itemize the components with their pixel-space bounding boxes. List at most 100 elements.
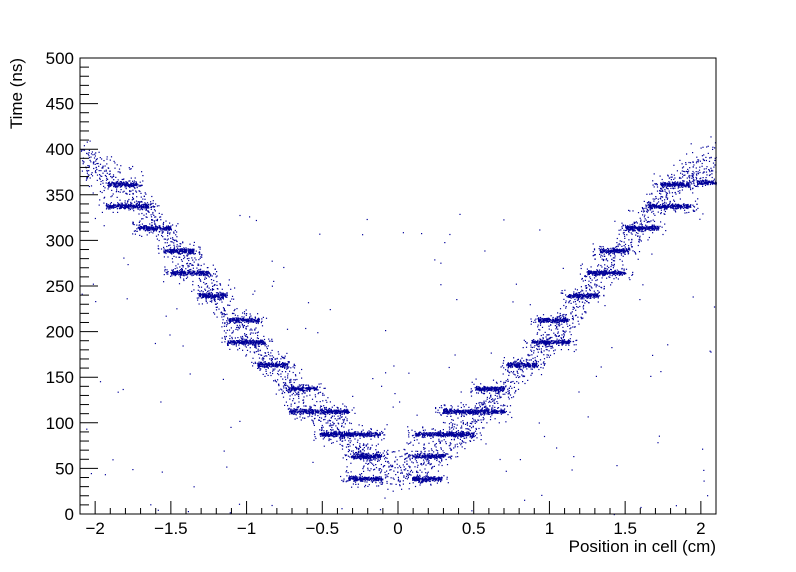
data-point <box>431 479 433 482</box>
data-point <box>120 185 122 187</box>
data-point <box>213 299 215 301</box>
data-point <box>172 250 174 252</box>
data-point <box>221 293 223 296</box>
data-point <box>326 411 328 413</box>
data-point <box>438 476 441 479</box>
data-point <box>215 295 217 297</box>
data-point <box>272 364 274 366</box>
data-point <box>300 408 302 410</box>
data-point <box>381 483 383 485</box>
data-point <box>333 409 335 411</box>
data-point <box>203 295 205 297</box>
data-point <box>347 430 350 432</box>
data-point <box>360 459 362 461</box>
data-point <box>428 477 430 479</box>
data-point <box>415 432 418 434</box>
data-point <box>259 342 261 344</box>
data-point <box>282 382 285 384</box>
data-point <box>230 318 232 320</box>
data-point <box>229 338 231 340</box>
data-point <box>195 274 198 276</box>
data-point <box>437 479 439 481</box>
data-point <box>169 226 171 228</box>
data-point <box>306 390 308 392</box>
data-point <box>123 207 125 209</box>
data-point <box>350 476 352 478</box>
data-point <box>251 317 253 320</box>
data-point <box>235 319 237 321</box>
data-point <box>207 273 209 275</box>
data-point <box>348 411 351 413</box>
data-point <box>130 204 132 206</box>
data-point <box>352 432 354 434</box>
data-point <box>235 342 237 345</box>
data-point <box>303 411 305 413</box>
data-point <box>192 270 194 272</box>
data-point <box>305 387 307 389</box>
data-point <box>147 226 149 229</box>
data-point <box>320 435 322 437</box>
data-point <box>466 434 468 436</box>
data-point <box>435 454 438 456</box>
data-point <box>332 433 334 435</box>
data-point <box>287 405 289 407</box>
data-point <box>224 322 226 324</box>
data-point <box>195 250 197 252</box>
data-point <box>172 269 174 271</box>
data-point <box>331 406 333 408</box>
data-point <box>183 278 185 280</box>
data-point <box>438 454 440 456</box>
data-point <box>153 209 156 211</box>
data-point <box>261 343 263 345</box>
data-point <box>435 457 437 459</box>
data-point <box>415 434 417 436</box>
data-point <box>469 440 471 442</box>
data-point <box>428 434 430 436</box>
data-point <box>439 479 442 481</box>
data-point <box>449 457 452 459</box>
data-point <box>493 409 495 411</box>
data-point <box>265 370 267 372</box>
data-point <box>411 457 413 459</box>
data-point <box>126 202 129 204</box>
data-point <box>139 226 141 228</box>
data-point <box>133 210 135 212</box>
data-point <box>242 337 244 339</box>
data-point <box>404 449 406 451</box>
data-point <box>247 325 249 327</box>
data-point <box>271 364 273 366</box>
data-point <box>444 422 446 424</box>
data-point <box>111 207 114 209</box>
data-point <box>441 458 443 460</box>
data-point <box>263 365 265 367</box>
data-point <box>186 249 188 251</box>
data-point <box>147 204 149 206</box>
data-point <box>418 481 421 483</box>
data-point <box>411 454 413 456</box>
data-point <box>127 183 129 185</box>
data-point <box>374 436 376 438</box>
data-point <box>334 412 336 414</box>
data-point <box>413 437 415 439</box>
data-point <box>255 339 257 342</box>
data-point <box>247 343 249 345</box>
data-point <box>201 293 203 295</box>
data-point <box>219 299 221 301</box>
data-point <box>469 440 472 442</box>
data-point <box>264 367 266 369</box>
data-point <box>353 479 355 481</box>
data-point <box>332 442 334 444</box>
data-point <box>316 386 318 388</box>
data-point <box>415 479 417 481</box>
data-point <box>428 478 430 480</box>
data-point <box>110 183 112 185</box>
data-point <box>318 411 320 413</box>
data-point <box>440 457 442 459</box>
data-point <box>442 434 444 437</box>
data-point <box>275 362 277 364</box>
data-point <box>373 476 375 478</box>
data-point <box>426 478 428 480</box>
data-point <box>141 206 143 208</box>
data-point <box>257 345 259 347</box>
data-point <box>164 242 166 244</box>
